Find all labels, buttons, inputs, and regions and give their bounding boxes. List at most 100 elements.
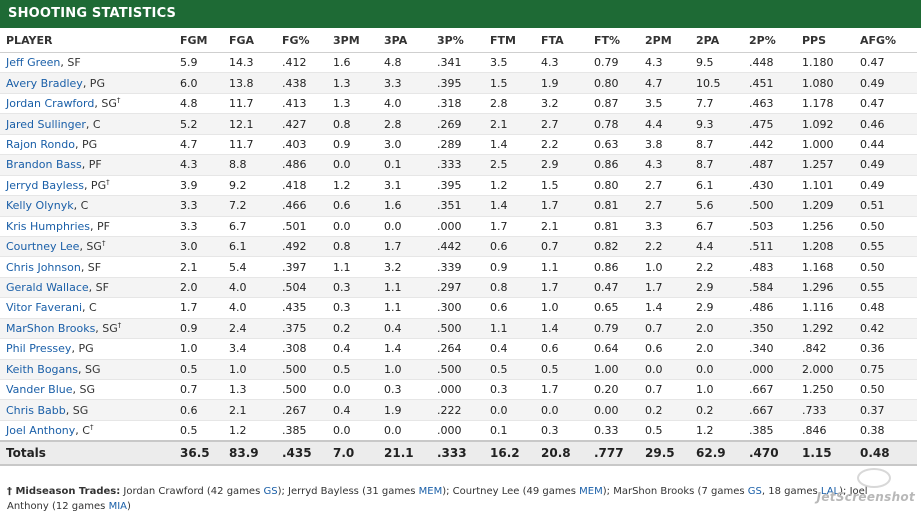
stat-cell: .340	[743, 338, 796, 360]
player-name-link[interactable]: Chris Johnson	[6, 260, 81, 274]
stat-cell: .427	[276, 113, 327, 135]
stat-cell: 6.7	[223, 216, 276, 237]
column-header-ft-pct[interactable]: FT%	[588, 28, 639, 53]
stat-cell: .385	[743, 420, 796, 442]
player-name-link[interactable]: Gerald Wallace	[6, 281, 89, 295]
player-name-link[interactable]: Jared Sullinger	[6, 117, 86, 131]
player-name-link[interactable]: Jerryd Bayless	[6, 178, 84, 192]
player-position: , SF	[80, 260, 102, 274]
player-position: , SG	[95, 321, 118, 335]
stat-cell: 3.3	[378, 72, 431, 94]
stat-cell: 6.7	[690, 216, 743, 237]
team-link[interactable]: MEM	[579, 486, 603, 498]
stat-cell: .486	[276, 154, 327, 176]
table-row: Vitor Faverani, C 1.7 4.0.435 0.3 1.1.300 0.6…	[0, 297, 917, 319]
column-header-fgm[interactable]: FGM	[174, 28, 223, 53]
trade-footnote: † Midseason Trades: Jordan Crawford (42 …	[0, 466, 918, 514]
stat-cell: 1.168	[796, 256, 854, 278]
stat-cell: 0.79	[588, 52, 639, 74]
stat-cell: 1.7	[378, 236, 431, 258]
column-header-3pa[interactable]: 3PA	[378, 28, 431, 53]
player-name-link[interactable]: Kris Humphries	[6, 219, 91, 233]
team-link[interactable]: GS	[263, 486, 278, 498]
stat-cell: 0.0	[327, 420, 378, 442]
footnote-dagger: †	[7, 486, 12, 498]
player-name-link[interactable]: Avery Bradley	[6, 76, 83, 90]
stat-cell: 2.2	[639, 236, 690, 258]
stat-cell: 0.7	[639, 318, 690, 340]
team-link[interactable]: MIA	[108, 501, 127, 513]
stat-cell: .000	[431, 216, 484, 237]
stat-cell: 2.9	[690, 297, 743, 319]
column-header-fga[interactable]: FGA	[223, 28, 276, 53]
table-row: Joel Anthony, C† 0.5 1.2.385 0.0 0.0.000 0.1 0…	[0, 420, 917, 442]
player-name-link[interactable]: Kelly Olynyk	[6, 199, 74, 213]
table-row: Kelly Olynyk, C 3.3 7.2.466 0.6 1.6.351 1.4 1.…	[0, 195, 917, 217]
stat-cell: 3.2	[535, 93, 588, 115]
player-name-link[interactable]: Joel Anthony	[6, 424, 76, 438]
player-name-link[interactable]: MarShon Brooks	[6, 321, 96, 335]
stat-cell: 0.7	[174, 379, 223, 401]
trade-dagger-mark: †	[117, 321, 122, 330]
column-header-2pm[interactable]: 2PM	[639, 28, 690, 53]
table-row: Chris Babb, SG 0.6 2.1.267 0.4 1.9.222 0.0 0.0…	[0, 399, 917, 421]
player-name-link[interactable]: Keith Bogans	[6, 362, 78, 376]
stat-cell: 1.6	[327, 52, 378, 74]
team-link[interactable]: GS	[747, 486, 762, 498]
column-header-3pm[interactable]: 3PM	[327, 28, 378, 53]
stat-cell: 1.4	[484, 134, 535, 156]
stat-cell: 0.86	[588, 256, 639, 278]
column-header-fta[interactable]: FTA	[535, 28, 588, 53]
stat-cell: 6.0	[174, 72, 223, 94]
stat-cell: 1.000	[796, 134, 854, 156]
column-header-2pa[interactable]: 2PA	[690, 28, 743, 53]
column-header-afg-pct[interactable]: AFG%	[854, 28, 917, 53]
stat-cell: .504	[276, 277, 327, 299]
column-header-2p-pct[interactable]: 2P%	[743, 28, 796, 53]
column-header-player[interactable]: PLAYER	[0, 28, 174, 53]
stat-cell: .333	[431, 154, 484, 176]
player-cell: Kris Humphries, PF	[0, 216, 174, 237]
column-header-pps[interactable]: PPS	[796, 28, 854, 53]
player-name-link[interactable]: Vander Blue	[6, 383, 73, 397]
stat-cell: .501	[276, 216, 327, 237]
team-link[interactable]: MEM	[418, 486, 443, 498]
stat-cell: 1.292	[796, 318, 854, 340]
stat-cell: 7.7	[690, 93, 743, 115]
player-name-link[interactable]: Rajon Rondo	[6, 137, 75, 151]
stat-cell: 2.1	[223, 399, 276, 421]
team-link[interactable]: LAL	[820, 486, 840, 498]
player-position: , SG	[72, 383, 96, 397]
player-name-link[interactable]: Courtney Lee	[6, 240, 80, 254]
stat-cell: 0.1	[484, 420, 535, 442]
stat-cell: 4.0	[223, 297, 276, 319]
player-name-link[interactable]: Jeff Green	[6, 56, 61, 70]
stat-cell: 0.81	[588, 216, 639, 237]
column-header-ftm[interactable]: FTM	[484, 28, 535, 53]
column-header-fg-pct[interactable]: FG%	[276, 28, 327, 53]
stat-cell: 3.0	[174, 236, 223, 258]
stat-cell: 0.1	[378, 154, 431, 176]
stat-cell: 2.1	[535, 216, 588, 237]
player-name-link[interactable]: Jordan Crawford	[6, 97, 95, 111]
totals-cell: 16.2	[484, 440, 535, 467]
table-row: Jeff Green, SF 5.9 14.3.412 1.6 4.8.341 3.5 4.…	[0, 52, 917, 74]
stat-cell: 0.5	[174, 359, 223, 381]
stat-cell: 6.1	[223, 236, 276, 258]
stat-cell: 0.80	[588, 175, 639, 197]
stat-cell: 0.78	[588, 113, 639, 135]
stat-cell: 0.0	[327, 154, 378, 176]
player-name-link[interactable]: Phil Pressey	[6, 342, 72, 356]
stat-cell: 2.8	[484, 93, 535, 115]
player-name-link[interactable]: Brandon Bass	[6, 158, 82, 172]
player-name-link[interactable]: Chris Babb	[6, 403, 66, 417]
totals-cell: 29.5	[639, 440, 690, 467]
stat-cell: 1.180	[796, 52, 854, 74]
stat-cell: .397	[276, 256, 327, 278]
stat-cell: .492	[276, 236, 327, 258]
player-name-link[interactable]: Vitor Faverani	[6, 301, 83, 315]
stat-cell: 4.3	[535, 52, 588, 74]
column-header-3p-pct[interactable]: 3P%	[431, 28, 484, 53]
stat-cell: 2.9	[535, 154, 588, 176]
stat-cell: 4.3	[639, 52, 690, 74]
